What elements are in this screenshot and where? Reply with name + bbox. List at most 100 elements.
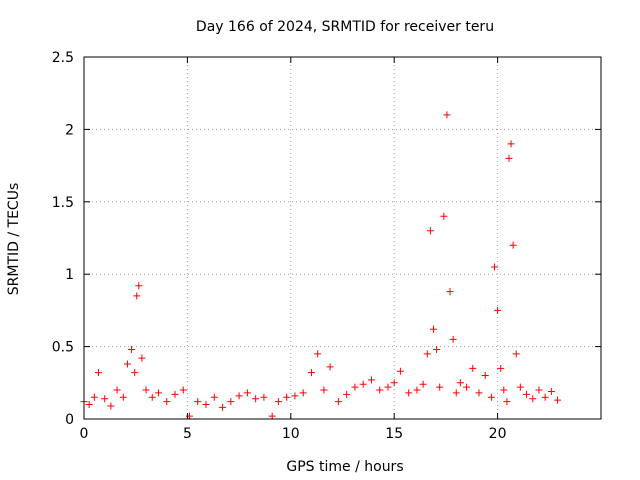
data-point <box>505 154 513 162</box>
data-point <box>423 350 431 358</box>
data-point <box>320 386 328 394</box>
data-point <box>163 398 171 406</box>
data-point <box>85 401 93 409</box>
data-point <box>443 111 451 119</box>
data-point <box>179 386 187 394</box>
y-tick-label: 2.5 <box>52 50 74 66</box>
data-point <box>142 386 150 394</box>
y-tick-label: 0 <box>65 412 74 428</box>
data-point <box>433 345 441 353</box>
data-point <box>436 383 444 391</box>
data-point <box>390 379 398 387</box>
data-point <box>94 369 102 377</box>
data-points <box>80 111 562 420</box>
y-axis-label: SRMTID / TECUs <box>6 183 22 296</box>
data-point <box>252 395 260 403</box>
axis-ticks: 0 5 10 15 20 0 0.5 1 1.5 2 2.5 <box>52 50 601 442</box>
data-point <box>487 393 495 401</box>
data-point <box>413 386 421 394</box>
data-point <box>440 212 448 220</box>
data-point <box>148 393 156 401</box>
data-point <box>260 393 268 401</box>
x-tick-label: 20 <box>489 426 507 442</box>
y-tick-label: 0.5 <box>52 340 74 356</box>
x-tick-label: 5 <box>183 426 192 442</box>
data-point <box>419 380 427 388</box>
data-point <box>171 390 179 398</box>
x-tick-label: 10 <box>282 426 300 442</box>
data-point <box>463 383 471 391</box>
data-point <box>343 390 351 398</box>
data-point <box>446 288 454 296</box>
x-tick-label: 0 <box>80 426 89 442</box>
data-point <box>138 354 146 362</box>
data-point <box>554 396 562 404</box>
data-point <box>235 392 243 400</box>
chart-title: Day 166 of 2024, SRMTID for receiver ter… <box>196 19 494 35</box>
data-point <box>219 403 227 411</box>
data-point <box>529 395 537 403</box>
data-point <box>227 398 235 406</box>
data-point <box>359 380 367 388</box>
data-point <box>123 360 131 368</box>
data-point <box>452 389 460 397</box>
data-point <box>367 376 375 384</box>
data-point <box>283 393 291 401</box>
data-point <box>535 386 543 394</box>
data-point <box>449 335 457 343</box>
y-tick-label: 2 <box>65 122 74 138</box>
data-point <box>516 383 524 391</box>
plot-frame <box>83 56 602 420</box>
data-point <box>547 387 555 395</box>
data-point <box>512 350 520 358</box>
data-point <box>135 282 143 290</box>
data-point <box>326 363 334 371</box>
grid <box>84 57 601 419</box>
data-point <box>131 369 139 377</box>
data-point <box>194 398 202 406</box>
y-tick-label: 1 <box>65 267 74 283</box>
data-point <box>503 398 511 406</box>
data-point <box>154 389 162 397</box>
data-point <box>497 364 505 372</box>
data-point <box>541 393 549 401</box>
data-point <box>429 325 437 333</box>
x-tick-label: 15 <box>385 426 403 442</box>
data-point <box>274 398 282 406</box>
data-point <box>307 369 315 377</box>
x-axis-label: GPS time / hours <box>286 459 403 475</box>
data-point <box>334 398 342 406</box>
data-point <box>90 393 98 401</box>
data-point <box>314 350 322 358</box>
data-point <box>119 393 127 401</box>
data-point <box>469 364 477 372</box>
data-point <box>494 306 502 314</box>
data-point <box>490 263 498 271</box>
data-point <box>268 412 276 420</box>
data-point <box>396 367 404 375</box>
data-point <box>384 383 392 391</box>
data-point <box>113 386 121 394</box>
data-point <box>128 345 136 353</box>
data-point <box>107 402 115 410</box>
data-point <box>509 241 517 249</box>
data-point <box>426 227 434 235</box>
data-point <box>456 379 464 387</box>
data-point <box>210 393 218 401</box>
data-point <box>475 389 483 397</box>
data-point <box>507 140 515 148</box>
data-point <box>500 386 508 394</box>
data-point <box>133 292 141 300</box>
data-point <box>291 392 299 400</box>
data-point <box>523 390 531 398</box>
data-point <box>351 383 359 391</box>
data-point <box>376 386 384 394</box>
data-point <box>243 389 251 397</box>
y-tick-label: 1.5 <box>52 195 74 211</box>
data-point <box>299 389 307 397</box>
data-point <box>405 389 413 397</box>
data-point <box>481 372 489 380</box>
data-point <box>202 401 210 409</box>
